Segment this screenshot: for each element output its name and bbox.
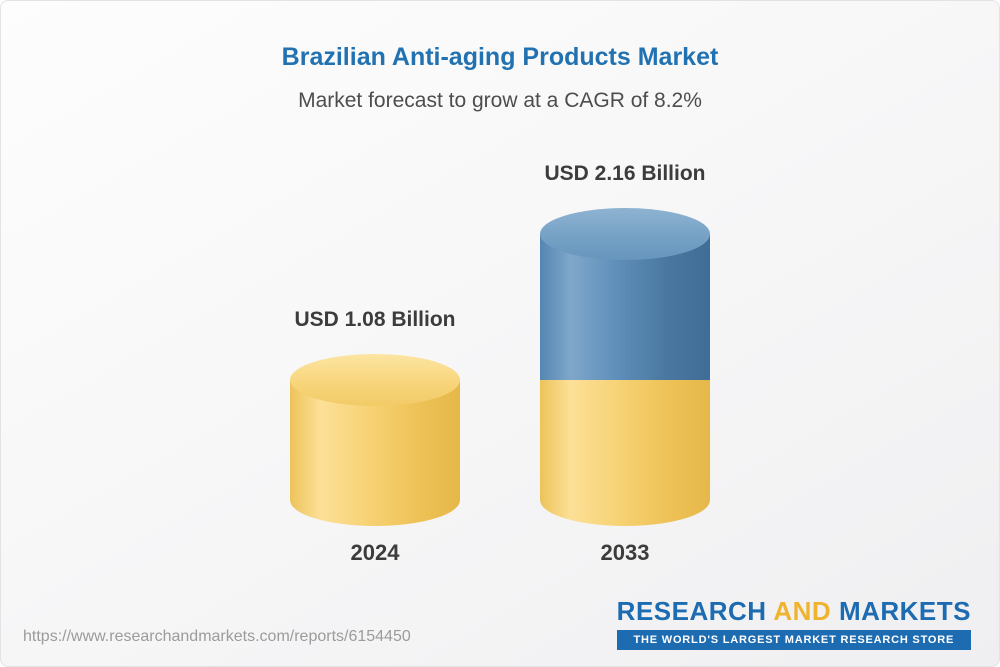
bar-2024: USD 1.08 Billion 2024 xyxy=(290,308,460,566)
logo-word-markets: MARKETS xyxy=(838,596,971,626)
cylinder-2024 xyxy=(290,354,460,526)
chart-area: USD 1.08 Billion 2024 USD 2.16 Billion 2… xyxy=(1,162,999,566)
year-label-2024: 2024 xyxy=(350,540,400,565)
value-label-2033: USD 2.16 Billion xyxy=(544,162,706,186)
chart-subtitle: Market forecast to grow at a CAGR of 8.2… xyxy=(298,89,702,112)
cylinder-2033-base-segment xyxy=(540,380,710,526)
chart-title: Brazilian Anti-aging Products Market xyxy=(281,43,719,71)
value-label-2024: USD 1.08 Billion xyxy=(294,308,456,332)
cylinder-2024-top-ellipse xyxy=(290,354,460,407)
cylinder-2033-body xyxy=(540,234,710,526)
cylinder-2033 xyxy=(540,208,710,526)
logo-word-and: AND xyxy=(773,596,832,626)
report-url: https://www.researchandmarkets.com/repor… xyxy=(23,628,411,645)
logo-wordmark: RESEARCH AND MARKETS xyxy=(617,596,971,627)
logo-tagline: THE WORLD'S LARGEST MARKET RESEARCH STOR… xyxy=(616,630,971,650)
cylinder-2033-top-ellipse xyxy=(540,208,710,261)
year-label-2033: 2033 xyxy=(600,540,650,565)
research-and-markets-logo: RESEARCH AND MARKETS THE WORLD'S LARGEST… xyxy=(616,596,971,650)
logo-word-research: RESEARCH xyxy=(616,596,767,626)
bar-2033: USD 2.16 Billion 2033 xyxy=(540,162,710,566)
